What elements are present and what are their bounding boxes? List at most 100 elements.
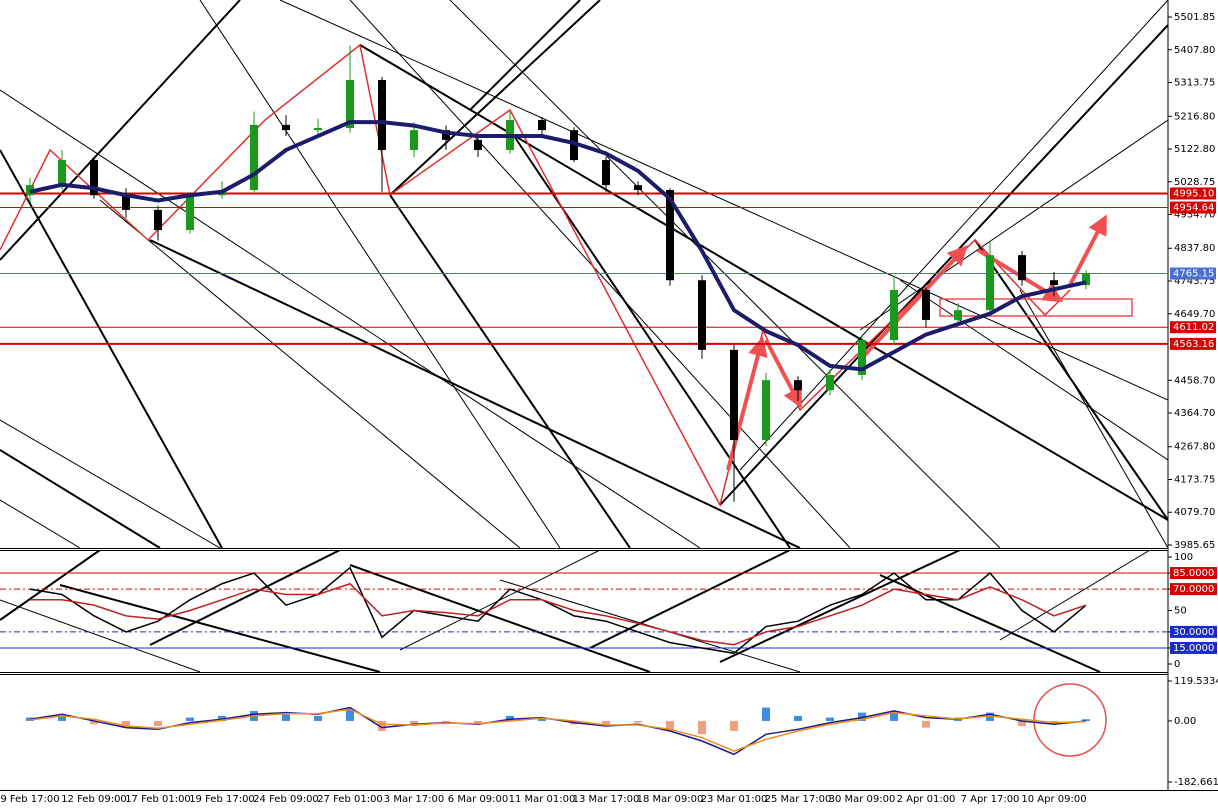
y-tick-label: 15.0000 [1173, 643, 1214, 654]
histogram-bar [218, 715, 226, 721]
price-label: 4611.02 [1173, 322, 1214, 333]
y-tick-label: 0.00 [1174, 716, 1196, 727]
trend-lines [0, 0, 1168, 548]
level-badge [1170, 583, 1217, 596]
histogram-bar [282, 714, 290, 721]
price-badge [1170, 321, 1216, 334]
x-tick-label: 24 Feb 09:00 [253, 794, 319, 805]
x-tick-label: 7 Apr 17:00 [961, 794, 1020, 805]
y-tick-label: 5122.80 [1174, 144, 1215, 155]
candle-body [122, 195, 130, 210]
candle-body [1050, 280, 1058, 286]
x-tick-label: 3 Mar 17:00 [384, 794, 444, 805]
osc-trend-lines [0, 550, 1151, 672]
price-label: 4563.16 [1173, 339, 1214, 350]
histogram-bar [730, 720, 738, 731]
histogram-bar [538, 717, 546, 721]
histogram-bar [410, 720, 418, 726]
y-tick-label: 5216.80 [1174, 111, 1215, 122]
price-label: 4765.15 [1173, 269, 1214, 280]
series-line [29, 120, 1087, 372]
series-line [29, 706, 1087, 756]
histogram-bar [698, 720, 706, 735]
y-tick-label: 5028.75 [1174, 177, 1215, 188]
x-tick-label: 11 Mar 01:00 [509, 794, 576, 805]
histogram-bar [154, 720, 162, 726]
y-tick-label: -182.6615 [1174, 777, 1218, 788]
y-tick-label: 85.0000 [1173, 568, 1214, 579]
candle-body [346, 79, 354, 129]
candle-body [730, 349, 738, 441]
y-tick-label: 5313.75 [1174, 78, 1215, 89]
y-tick-label: 4079.70 [1174, 507, 1215, 518]
y-tick-label: 50 [1174, 606, 1187, 617]
histogram-bar [602, 720, 610, 726]
candle-body [474, 139, 482, 150]
candle-body [90, 160, 98, 196]
candle-body [922, 289, 930, 320]
histogram-bar [666, 720, 674, 731]
candle-body [154, 209, 162, 231]
y-tick-label: 30.0000 [1173, 627, 1214, 638]
price-label: 4954.64 [1173, 203, 1214, 214]
y-tick-label: 5407.80 [1174, 45, 1215, 56]
y-tick-label: 4837.80 [1174, 243, 1215, 254]
price-label: 4995.10 [1173, 188, 1214, 199]
y-tick-label: 100 [1174, 552, 1193, 563]
x-tick-label: 27 Feb 01:00 [317, 794, 383, 805]
price-badge [1170, 201, 1216, 214]
histogram-bar [986, 712, 994, 721]
y-tick-label: 3985.65 [1174, 540, 1215, 551]
level-badge [1170, 641, 1217, 654]
histogram-bar [474, 720, 482, 725]
x-tick-label: 2 Apr 01:00 [897, 794, 956, 805]
x-tick-label: 17 Feb 01:00 [125, 794, 191, 805]
candle-body [634, 185, 642, 191]
candle-body [890, 289, 898, 341]
level-badge [1170, 567, 1217, 580]
histogram-bar [346, 709, 354, 721]
y-tick-label: 0 [1174, 659, 1180, 670]
histogram-bar [826, 717, 834, 721]
histogram-bar [1082, 719, 1090, 721]
y-tick-label: 4267.80 [1174, 442, 1215, 453]
candle-body [378, 79, 386, 150]
histogram-bar [58, 715, 66, 721]
candle-body [314, 128, 322, 131]
candle-body [858, 340, 866, 375]
y-tick-label: 4934.70 [1174, 210, 1215, 221]
series-line [29, 566, 1087, 655]
highlight-circle [1033, 683, 1107, 757]
price-badge [1170, 187, 1216, 200]
price-badge [1170, 337, 1216, 350]
series-line [29, 708, 1087, 752]
candle-body [794, 380, 802, 391]
y-tick-label: 4649.70 [1174, 309, 1215, 320]
candle-body [538, 120, 546, 131]
histogram-bar [922, 720, 930, 728]
x-tick-label: 12 Feb 09:00 [61, 794, 127, 805]
x-tick-label: 13 Mar 17:00 [573, 794, 640, 805]
x-tick-label: 23 Mar 01:00 [701, 794, 768, 805]
x-tick-label: 6 Mar 09:00 [448, 794, 508, 805]
price-badge [1170, 267, 1216, 280]
y-tick-label: 70.0000 [1173, 584, 1214, 595]
y-tick-label: 119.5334 [1174, 676, 1218, 687]
candle-body [762, 380, 770, 441]
candle-body [410, 130, 418, 150]
histogram-bar [378, 720, 386, 731]
candle-body [58, 160, 66, 186]
histogram-bar [90, 720, 98, 725]
candle-body [250, 124, 258, 191]
x-tick-label: 25 Mar 17:00 [765, 794, 832, 805]
frame [0, 0, 1218, 791]
candle-body [666, 190, 674, 281]
x-tick-label: 30 Mar 09:00 [829, 794, 896, 805]
histogram-bar [1018, 720, 1026, 726]
x-tick-label: 10 Apr 09:00 [1021, 794, 1086, 805]
candle-body [186, 195, 194, 231]
histogram-bar [858, 712, 866, 721]
candle-body [602, 160, 610, 186]
candle-body [1082, 273, 1090, 286]
